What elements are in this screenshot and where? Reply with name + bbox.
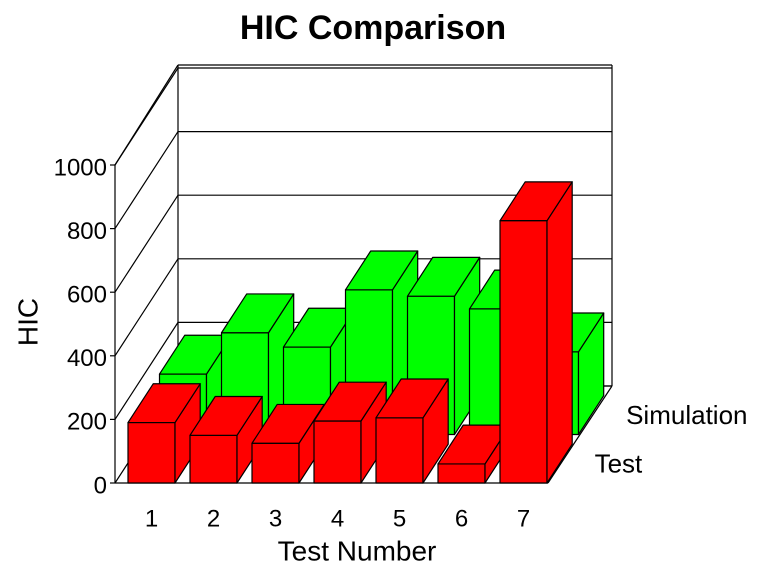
bar-front bbox=[437, 463, 486, 484]
grid-line bbox=[110, 67, 612, 166]
bar-front bbox=[127, 421, 176, 484]
bar-front bbox=[251, 442, 300, 484]
bar-top bbox=[499, 181, 573, 222]
bar-front bbox=[375, 417, 424, 484]
grid-line bbox=[110, 131, 612, 230]
y-axis-title: HIC bbox=[12, 298, 43, 346]
bar-front bbox=[313, 420, 362, 484]
bar-top bbox=[127, 383, 201, 424]
bar bbox=[375, 378, 449, 484]
bar-top bbox=[220, 293, 295, 334]
y-tick-label: 0 bbox=[94, 472, 107, 499]
y-tick-label: 400 bbox=[67, 345, 107, 372]
x-tick-label: 5 bbox=[393, 505, 406, 532]
bar-side bbox=[546, 181, 573, 484]
bar bbox=[499, 181, 573, 484]
bar-top bbox=[375, 378, 449, 419]
bar bbox=[189, 395, 263, 484]
legend-label: Test bbox=[595, 448, 643, 478]
y-tick-label: 800 bbox=[67, 218, 107, 245]
y-tick-label: 200 bbox=[67, 409, 107, 436]
y-tick-label: 600 bbox=[67, 282, 107, 309]
grid-line bbox=[110, 194, 612, 293]
x-tick-label: 7 bbox=[517, 505, 530, 532]
x-tick-label: 3 bbox=[269, 505, 282, 532]
x-tick-label: 6 bbox=[455, 505, 468, 532]
bar bbox=[127, 383, 201, 484]
bar-front bbox=[499, 220, 548, 484]
x-tick-label: 4 bbox=[331, 505, 344, 532]
grid-line-segment bbox=[114, 131, 612, 229]
bar-front bbox=[189, 434, 238, 484]
x-tick-label: 1 bbox=[145, 505, 158, 532]
legend-label: Simulation bbox=[626, 400, 747, 430]
x-axis-title: Test Number bbox=[278, 535, 437, 566]
grid-line-segment bbox=[114, 67, 612, 166]
bar-top bbox=[344, 250, 419, 291]
y-tick-label: 1000 bbox=[54, 154, 107, 181]
bar bbox=[313, 381, 387, 484]
chart-title: HIC Comparison bbox=[240, 9, 506, 47]
grid-line-segment bbox=[114, 194, 612, 293]
floor-right-edge bbox=[547, 385, 613, 484]
bar-top bbox=[313, 381, 387, 422]
bar-top bbox=[406, 256, 481, 297]
x-tick-label: 2 bbox=[207, 505, 220, 532]
bar-top bbox=[189, 395, 263, 436]
